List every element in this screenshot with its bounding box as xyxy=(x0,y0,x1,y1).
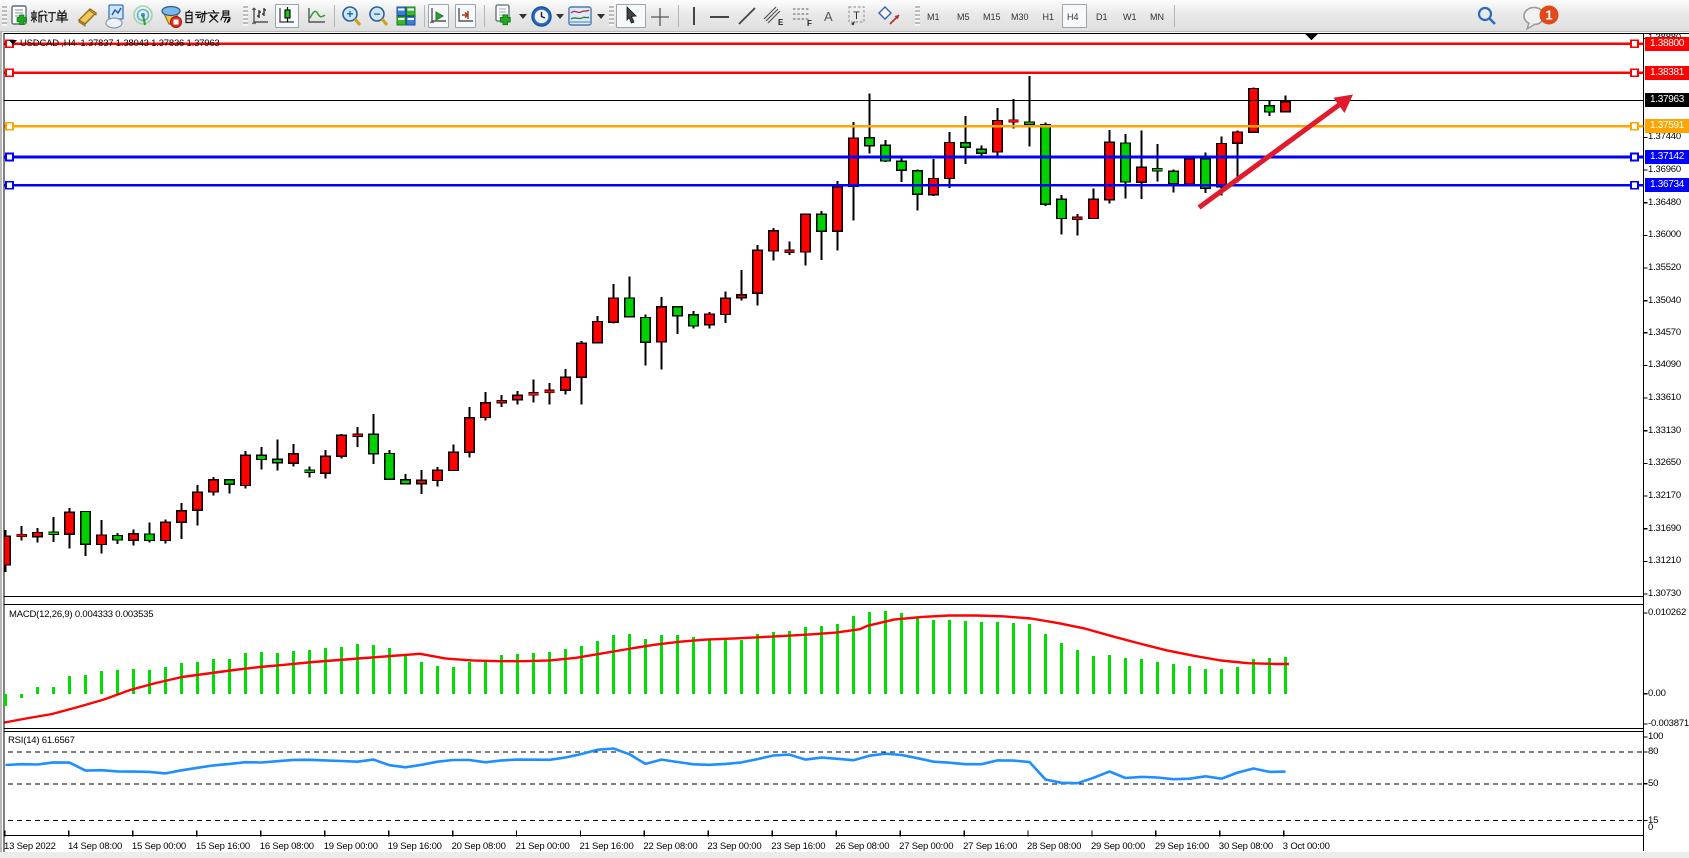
svg-text:+: + xyxy=(346,7,353,21)
svg-text:F: F xyxy=(807,19,812,28)
svg-text:1: 1 xyxy=(1545,8,1552,23)
svg-text:T: T xyxy=(853,10,860,22)
svg-text:−: − xyxy=(373,7,380,21)
svg-text:E: E xyxy=(778,18,784,27)
